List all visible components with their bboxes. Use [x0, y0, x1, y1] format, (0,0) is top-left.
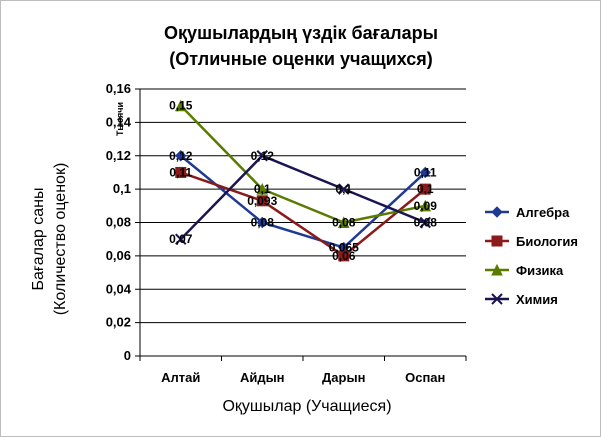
chart-title-line2: (Отличные оценки учащихся)	[169, 49, 433, 69]
legend-marker	[491, 235, 503, 247]
legend: Алгебра Биология Физика Химия	[485, 205, 578, 307]
data-point	[175, 150, 187, 162]
legend-label: Алгебра	[516, 205, 570, 220]
data-point	[419, 166, 431, 179]
axes	[135, 88, 467, 361]
y-tick-label: 0,02	[106, 315, 131, 330]
legend-marker	[491, 263, 503, 276]
legend-item: Физика	[485, 263, 564, 278]
data-point	[419, 183, 431, 195]
data-label: 0,11	[169, 165, 192, 179]
data-point	[419, 216, 431, 229]
legend-marker	[491, 206, 503, 218]
y-tick-label: 0	[124, 348, 131, 363]
series-line-4	[179, 154, 426, 241]
y-axis-title-line2: (Количество оценок)	[52, 163, 69, 316]
data-point	[338, 183, 350, 195]
y-tick-label: 0,04	[106, 281, 132, 296]
x-tick-labels: Алтай Айдын Дарын Оспан	[161, 370, 445, 385]
y-tick-label: 0,14	[106, 114, 132, 129]
data-label: 0,11	[414, 165, 437, 179]
data-label: 0,07	[169, 232, 193, 246]
legend-item: Алгебра	[485, 205, 570, 220]
data-point	[256, 216, 268, 229]
y-tick-label: 0,12	[106, 148, 131, 163]
data-label: 0,15	[169, 99, 193, 113]
data-label: 0,12	[169, 149, 193, 163]
data-label: 0,08	[251, 216, 275, 230]
data-point	[256, 183, 269, 195]
series-line-1	[179, 154, 427, 249]
data-label: 0,12	[251, 149, 275, 163]
data-label: 0,1	[254, 182, 271, 196]
legend-label: Биология	[516, 234, 578, 249]
legend-item: Химия	[485, 292, 558, 307]
series-line-2	[180, 171, 427, 258]
y-unit-label: Тысячи	[115, 102, 125, 136]
y-tick-label: 0,06	[106, 248, 131, 263]
legend-label: Физика	[516, 263, 564, 278]
series-markers	[174, 99, 432, 262]
data-label: 0,09	[414, 199, 438, 213]
data-point	[256, 150, 268, 162]
data-label: 0,093	[247, 194, 277, 208]
x-axis-title: Оқушылар (Учащиеся)	[222, 398, 391, 415]
y-tick-label: 0,16	[106, 81, 131, 96]
data-point	[175, 166, 187, 178]
chart-title-line1: Оқушылардың үздік бағалары	[164, 23, 438, 43]
x-tick-label: Алтай	[161, 370, 200, 385]
data-label: 0,065	[329, 241, 359, 255]
x-tick-label: Дарын	[322, 370, 365, 385]
y-tick-label: 0,1	[113, 181, 131, 196]
y-tick-labels: 0 0,02 0,04 0,06 0,08 0,1 0,12 0,14 0,16	[106, 81, 132, 363]
data-point	[174, 99, 187, 112]
data-label: 0,06	[332, 249, 356, 263]
data-label: 0,08	[332, 216, 356, 230]
x-tick-label: Оспан	[405, 370, 445, 385]
legend-marker	[491, 293, 503, 305]
legend-item: Биология	[485, 234, 578, 249]
data-point	[337, 216, 350, 228]
x-tick-label: Айдын	[240, 370, 285, 385]
series-line-3	[179, 104, 426, 224]
legend-label: Химия	[516, 292, 558, 307]
data-label: 0,1	[335, 182, 352, 196]
y-axis-title-line1: Бағалар саны	[30, 188, 47, 291]
y-tick-label: 0,08	[106, 215, 131, 230]
data-point	[175, 233, 187, 245]
data-labels: 0,12 0,08 0,065 0,11 0,11 0,093 0,06 0,1 0,15 0,1…	[169, 99, 437, 263]
gridlines	[140, 88, 466, 324]
data-label: 0,1	[417, 182, 434, 196]
series-lines	[179, 104, 427, 258]
data-point	[256, 195, 268, 207]
data-point	[419, 199, 432, 212]
data-point	[338, 250, 350, 262]
data-label: 0,08	[414, 216, 438, 230]
